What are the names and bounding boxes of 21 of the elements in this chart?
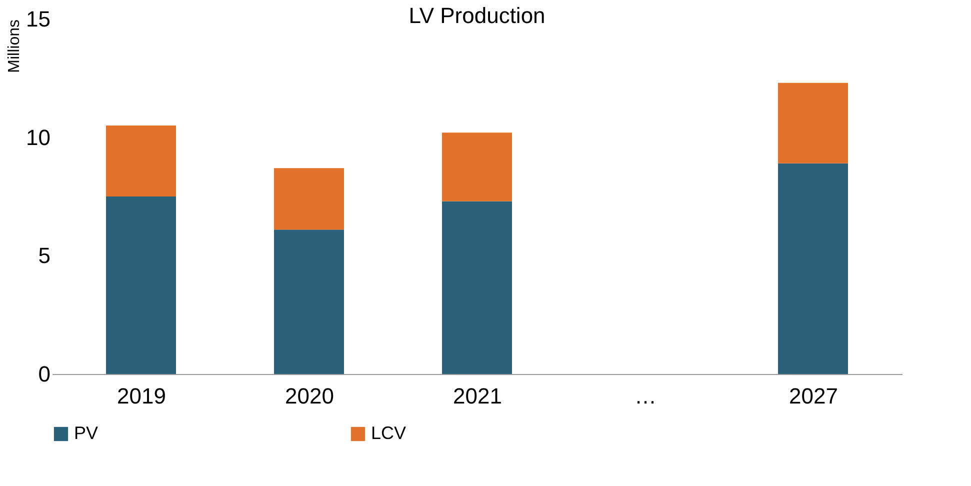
bar (442, 132, 512, 202)
bar (778, 82, 848, 164)
x-tick-label: 2027 (789, 384, 838, 408)
x-tick-label: 2019 (117, 384, 166, 408)
x-tick-label: 2021 (453, 384, 502, 408)
y-axis-title: Millions (6, 20, 24, 73)
bar (106, 126, 176, 196)
y-tick-label: 5 (38, 243, 50, 268)
x-tick-label: … (634, 384, 656, 408)
bar (442, 201, 512, 374)
chart-title: LV Production (408, 3, 546, 28)
legend-label: LCV (371, 423, 406, 443)
legend-label: PV (74, 423, 98, 443)
bar (106, 196, 176, 374)
bar (274, 168, 344, 230)
bar (274, 230, 344, 374)
y-tick-label: 10 (26, 124, 50, 150)
bar (778, 163, 848, 374)
y-tick-label: 0 (38, 362, 50, 386)
y-tick-label: 15 (26, 6, 50, 32)
x-tick-label: 2020 (285, 384, 334, 408)
